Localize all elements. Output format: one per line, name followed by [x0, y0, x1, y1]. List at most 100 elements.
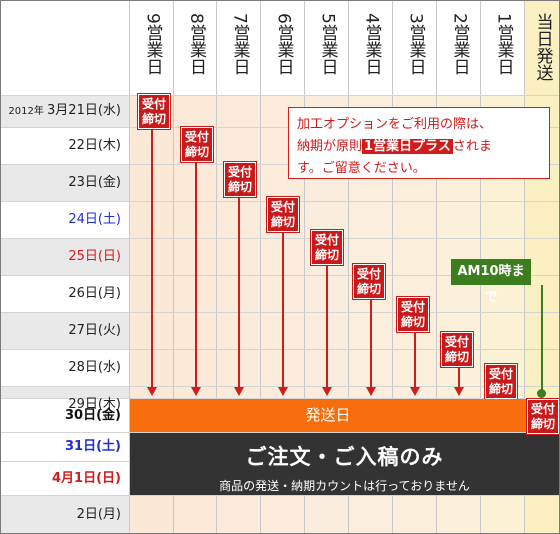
row-date: 26日(月): [68, 286, 121, 301]
deadline-arrow: [238, 198, 240, 387]
stamp-line1: 受付: [530, 401, 555, 416]
column-header-label: 8営業日: [186, 13, 206, 75]
row-date-label: 24日(土): [1, 201, 129, 238]
header-corner: [1, 1, 129, 95]
row-date-label: 23日(金): [1, 164, 129, 201]
note-line2: 納期が原則 1営業日プラス されま: [297, 136, 541, 158]
same-day-dot: [537, 389, 546, 398]
row-divider: [1, 432, 559, 433]
row-date-label: 4月1日(日): [1, 461, 129, 496]
row-date: 30日(金): [65, 408, 121, 423]
stamp-line1: 受付: [270, 199, 295, 214]
deadline-stamp: 受付 締切: [224, 162, 256, 197]
row-date-label: 30日(金): [1, 399, 129, 432]
column-header-label: 3営業日: [405, 13, 426, 75]
stamp-line2: 締切: [488, 381, 513, 396]
row-date: 27日(火): [68, 323, 121, 338]
column-header: 6営業日: [261, 1, 305, 95]
row-date-label: 28日(水): [1, 349, 129, 386]
column-header-label: 5営業日: [317, 13, 338, 75]
deadline-arrow: [195, 163, 197, 387]
deadline-arrow: [326, 266, 328, 387]
row-bg: [1, 432, 129, 461]
stamp-line1: 受付: [356, 266, 381, 281]
column-divider: [260, 1, 261, 533]
row-date-label: 2012年 3月21日(水): [1, 95, 129, 127]
row-bg: [1, 201, 129, 238]
row-bg: [1, 399, 129, 432]
stamp-line2: 締切: [530, 416, 555, 431]
stamp-line2: 締切: [227, 179, 252, 194]
row-date: 25日(日): [68, 249, 121, 264]
stamp-line1: 受付: [400, 299, 425, 314]
row-date-label: 31日(土): [1, 432, 129, 461]
row-divider: [1, 275, 559, 276]
row-bg: [1, 127, 129, 164]
stamp-line1: 受付: [184, 129, 209, 144]
ship-date-bar: 発送日: [130, 399, 526, 432]
column-divider: [348, 1, 349, 533]
note-line2-post: されま: [452, 139, 492, 154]
column-header-label: 4営業日: [361, 13, 382, 75]
deadline-stamp: 受付 締切: [138, 94, 170, 129]
row-bg: [1, 238, 129, 275]
column-header-label: 9営業日: [142, 13, 163, 75]
column-header: 2営業日: [437, 1, 481, 95]
deadline-arrowhead: [191, 387, 201, 396]
deadline-arrowhead: [234, 387, 244, 396]
row-date-label: 26日(月): [1, 275, 129, 312]
row-date: 22日(木): [68, 138, 121, 153]
row-date-label: 2日(月): [1, 496, 129, 533]
row-date: 2日(月): [76, 507, 121, 522]
row-bg: [1, 349, 129, 386]
row-divider: [1, 398, 559, 399]
orders-only-subtitle: 商品の発送・納期カウントは行っておりません: [219, 479, 470, 493]
deadline-stamp: 受付 締切: [397, 297, 429, 332]
deadline-arrow: [282, 233, 284, 387]
note-line3: す。ご留意ください。: [297, 161, 426, 176]
column-header: 1営業日: [481, 1, 525, 95]
row-divider: [1, 349, 559, 350]
stamp-line1: 受付: [227, 164, 252, 179]
stamp-line2: 締切: [141, 111, 166, 126]
row-divider: [1, 495, 559, 496]
row-date: 29日(木): [68, 397, 121, 412]
orders-only-bar: ご注文・ご入稿のみ 商品の発送・納期カウントは行っておりません: [130, 433, 559, 495]
note-line2-pre: 納期が原則: [297, 139, 363, 154]
note-line1: 加工オプションをご利用の際は、: [297, 117, 493, 132]
row-bg: [1, 275, 129, 312]
column-divider: [129, 1, 130, 533]
am10-deadline-badge: AM10時まで: [451, 259, 531, 305]
orders-only-title: ご注文・ご入稿のみ: [245, 445, 444, 469]
row-bg: [1, 461, 129, 496]
column-divider: [392, 1, 393, 533]
deadline-arrowhead: [410, 387, 420, 396]
row-bg: [1, 312, 129, 349]
row-divider: [1, 238, 559, 239]
deadline-arrow: [151, 130, 153, 387]
row-date: 3月21日(水): [47, 103, 121, 118]
stamp-line2: 締切: [444, 349, 469, 364]
row-bg: [1, 164, 129, 201]
processing-option-note: 加工オプションをご利用の際は、 納期が原則 1営業日プラス されま す。ご留意くださ…: [288, 107, 550, 179]
deadline-stamp: 受付 締切: [267, 197, 299, 232]
column-header: 3営業日: [393, 1, 437, 95]
stamp-line2: 締切: [314, 247, 339, 262]
deadline-stamp: 受付 締切: [441, 332, 473, 367]
deadline-stamp: 受付 締切: [181, 127, 213, 162]
row-divider: [1, 95, 559, 96]
row-date: 23日(金): [68, 175, 121, 190]
column-header: 9営業日: [130, 1, 174, 95]
row-date: 24日(土): [68, 212, 121, 227]
deadline-arrow: [370, 300, 372, 387]
column-header: 7営業日: [217, 1, 261, 95]
stamp-line2: 締切: [356, 281, 381, 296]
column-divider: [173, 1, 174, 533]
row-date-label: 22日(木): [1, 127, 129, 164]
row-date: 31日(土): [65, 439, 121, 454]
row-date: 28日(水): [68, 360, 121, 375]
column-header: 4営業日: [349, 1, 393, 95]
stamp-line1: 受付: [444, 334, 469, 349]
row-date: 4月1日(日): [52, 471, 121, 486]
column-header-label: 7営業日: [229, 13, 250, 75]
